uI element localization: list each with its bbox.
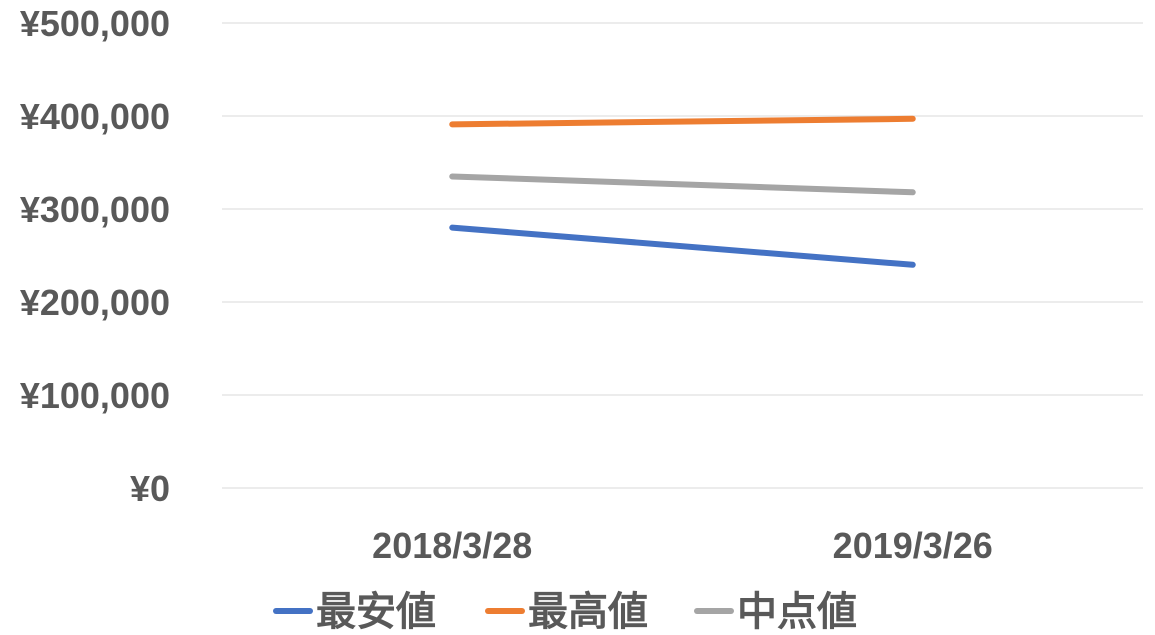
y-tick-label: ¥300,000 — [20, 189, 170, 230]
x-axis: 2018/3/28 2019/3/26 — [372, 525, 993, 566]
y-tick-label: ¥400,000 — [20, 96, 170, 137]
y-tick-label: ¥0 — [130, 468, 170, 509]
y-tick-label: ¥100,000 — [20, 375, 170, 416]
gridlines — [222, 22, 1143, 489]
legend-label: 中点値 — [737, 589, 857, 635]
x-tick-label: 2019/3/26 — [833, 525, 993, 566]
series-line — [449, 173, 916, 196]
series-line — [449, 115, 916, 128]
legend: 最安値 最高値 中点値 — [273, 589, 857, 635]
y-axis: ¥0 ¥100,000 ¥200,000 ¥300,000 ¥400,000 ¥500,0… — [20, 3, 170, 509]
y-tick-label: ¥500,000 — [20, 3, 170, 44]
legend-label: 最高値 — [528, 589, 648, 635]
series-lines — [449, 115, 916, 268]
y-tick-label: ¥200,000 — [20, 282, 170, 323]
x-tick-label: 2018/3/28 — [372, 525, 532, 566]
legend-label: 最安値 — [316, 589, 436, 635]
series-line — [449, 224, 916, 268]
